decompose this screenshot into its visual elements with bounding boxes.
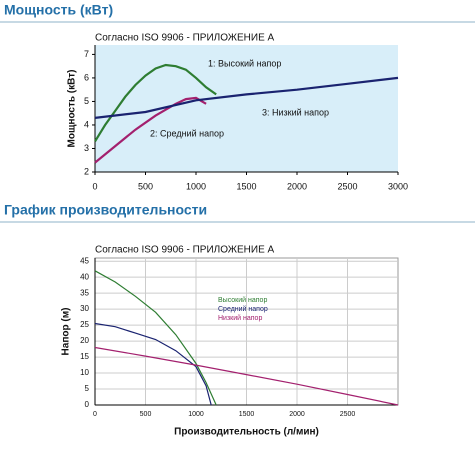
x-axis-label: Производительность (л/мин)	[174, 427, 319, 438]
y-tick-label: 20	[80, 336, 89, 345]
series-line	[94, 96, 207, 164]
y-tick-label: 30	[80, 304, 89, 313]
y-tick-label: 5	[85, 384, 90, 393]
x-tick-label: 2000	[287, 181, 307, 191]
legend-entry: Высокий напор	[218, 296, 267, 304]
series-label: 3: Низкий напор	[262, 107, 329, 117]
series-line	[94, 346, 399, 406]
x-tick-label: 3000	[388, 181, 408, 191]
y-tick-label: 3	[84, 143, 89, 153]
x-tick-label: 2500	[340, 411, 356, 418]
x-tick-label: 1000	[186, 181, 206, 191]
series-line	[94, 322, 212, 406]
series-label: 2: Средний напор	[150, 128, 224, 138]
x-tick-label: 1000	[188, 411, 204, 418]
y-tick-label: 5	[84, 96, 89, 106]
y-tick-label: 45	[80, 256, 89, 265]
x-tick-label: 500	[140, 411, 152, 418]
series-line	[94, 63, 217, 142]
section-heading: График производительности	[4, 202, 207, 218]
x-tick-label: 2000	[289, 411, 305, 418]
series-line	[94, 270, 217, 406]
chart-subtitle: Согласно ISO 9906 - ПРИЛОЖЕНИЕ А	[95, 33, 275, 44]
y-tick-label: 4	[84, 119, 89, 129]
x-tick-label: 1500	[236, 181, 256, 191]
y-tick-label: 15	[80, 352, 89, 361]
legend-entry: Низкий напор	[218, 314, 262, 322]
series-label: 1: Высокий напор	[208, 58, 281, 68]
y-tick-label: 7	[84, 49, 89, 59]
section-heading: Мощность (кВт)	[4, 2, 113, 18]
x-tick-label: 0	[92, 181, 97, 191]
x-tick-label: 2500	[337, 181, 357, 191]
x-tick-label: 500	[138, 181, 153, 191]
y-tick-label: 2	[84, 166, 89, 176]
y-tick-label: 10	[80, 368, 89, 377]
x-tick-label: 1500	[239, 411, 255, 418]
y-axis-label: Напор (м)	[61, 308, 72, 356]
y-tick-label: 40	[80, 272, 89, 281]
y-tick-label: 6	[84, 72, 89, 82]
plot-area	[95, 45, 398, 172]
y-tick-label: 35	[80, 288, 89, 297]
y-axis-label: Мощность (кВт)	[67, 70, 78, 148]
x-tick-label: 0	[93, 411, 97, 418]
y-tick-label: 25	[80, 320, 89, 329]
chart-subtitle: Согласно ISO 9906 - ПРИЛОЖЕНИЕ А	[95, 245, 275, 256]
y-tick-label: 0	[85, 400, 90, 409]
legend-entry: Средний напор	[218, 305, 268, 313]
series-line	[94, 76, 399, 119]
